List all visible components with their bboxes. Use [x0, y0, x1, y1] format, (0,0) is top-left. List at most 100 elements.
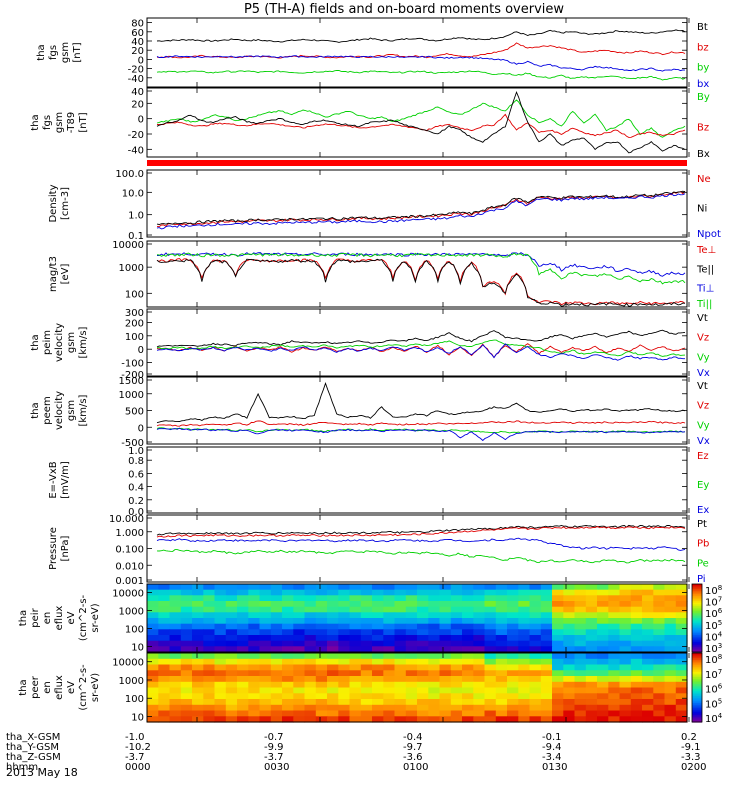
legend-label-Vy: Vy [697, 352, 710, 363]
ytick-label: 0.010 [115, 561, 144, 572]
heatmap-cell [540, 623, 553, 630]
ytick-label: 10000 [112, 658, 144, 669]
heatmap-cell [158, 710, 171, 717]
legend-label-Vy: Vy [697, 420, 710, 431]
heatmap-cell [417, 623, 429, 630]
ytick-label: 10 [131, 643, 144, 654]
heatmap-cell [293, 670, 306, 677]
colorbar-segment [692, 641, 702, 645]
heatmap-cell [518, 623, 531, 630]
panel-9: tha peir en eflux eV (cm^2-s-sr-eV)1081071061… [18, 583, 723, 655]
heatmap-cell [180, 710, 193, 717]
heatmap-cell [405, 687, 418, 694]
heatmap-cell [563, 681, 576, 689]
heatmap-cell [484, 618, 497, 625]
ytick-label: 1000 [119, 607, 144, 618]
heatmap-cell [642, 589, 654, 596]
heatmap-cell [304, 618, 317, 625]
heatmap-cell [450, 623, 463, 630]
heatmap-cell [147, 629, 159, 636]
heatmap-cell [653, 681, 666, 689]
heatmap-cell [372, 716, 384, 723]
heatmap-cell [304, 693, 317, 700]
ylabel-line: peer [30, 675, 41, 699]
colorbar-segment [692, 684, 702, 687]
heatmap-cell [495, 629, 508, 636]
heatmap-cell [237, 595, 249, 602]
heatmap-cell [552, 653, 564, 660]
heatmap-cell [428, 704, 441, 712]
heatmap-cell [473, 640, 486, 647]
heatmap-cell [180, 716, 193, 723]
heatmap-cell [417, 716, 429, 723]
heatmap-cell [327, 710, 339, 717]
heatmap-cell [630, 710, 643, 717]
heatmap-cell [664, 629, 677, 636]
heatmap-cell [349, 589, 362, 596]
heatmap-cell [417, 670, 429, 677]
heatmap-cell [259, 710, 272, 717]
panel-8: Pressure [nPa] 10.000 1.000 0.100 0.010 0.001 P… [48, 514, 709, 587]
legend-label-by: by [697, 63, 709, 74]
colorbar-tick-exponent: 8 [718, 653, 722, 661]
heatmap-cell [495, 635, 508, 642]
panel-frame [146, 169, 688, 238]
heatmap-cell [394, 601, 407, 608]
series-line-Ti|| [156, 252, 686, 285]
series-line-Vz [156, 420, 686, 427]
heatmap-cell [507, 640, 519, 647]
ylabel-line: [km/s] [78, 326, 89, 358]
colorbar-segment [692, 602, 702, 605]
heatmap-cell [507, 704, 519, 712]
heatmap-cell [462, 595, 474, 602]
colorbar-segment [692, 682, 702, 685]
heatmap-cell [608, 618, 621, 625]
ylabel-line: tha [18, 679, 29, 695]
heatmap-cell [450, 687, 463, 694]
heatmap-cell [304, 716, 317, 723]
heatmap-cell [169, 646, 182, 653]
heatmap-cell [653, 646, 666, 653]
heatmap-cell [484, 623, 497, 630]
heatmap-cell [293, 623, 306, 630]
heatmap-cell [315, 623, 328, 630]
heatmap-cell [147, 640, 159, 647]
colorbar-segment [692, 595, 702, 599]
ytick-label: 0.4 [128, 483, 144, 494]
heatmap-cell [405, 601, 418, 608]
heatmap-cell [349, 618, 362, 625]
heatmap-cell [563, 635, 576, 642]
heatmap-cell [293, 595, 306, 602]
heatmap-cell [439, 589, 452, 596]
heatmap-cell [597, 699, 609, 706]
heatmap-cell [158, 589, 171, 596]
heatmap-cell [147, 595, 159, 602]
ytick-label: 1500 [119, 376, 144, 387]
ylabel-line: fgs [42, 115, 53, 130]
heatmap-cell [518, 670, 531, 677]
legend-label-Ti⊥: Ti⊥ [696, 284, 714, 295]
heatmap-cell [394, 681, 407, 689]
colorbar-segment [692, 677, 702, 680]
colorbar-segment [692, 628, 702, 631]
heatmap-cell [394, 618, 407, 625]
heatmap-cell [574, 584, 587, 591]
ephemeris-label: hhmm [6, 762, 38, 773]
heatmap-cell [608, 612, 621, 619]
heatmap-cell [630, 635, 643, 642]
colorbar-segment [692, 706, 702, 709]
ylabel-line: peim [42, 330, 53, 355]
heatmap-cell [327, 716, 339, 723]
heatmap-cell [237, 699, 249, 706]
heatmap-cell [237, 664, 249, 671]
heatmap-cell [417, 693, 429, 700]
heatmap-cell [518, 601, 531, 608]
heatmap-cell [540, 640, 553, 647]
heatmap-cell [574, 681, 587, 689]
heatmap-cell [484, 589, 497, 596]
colorbar-segment [692, 709, 702, 713]
heatmap-cell [192, 635, 204, 642]
heatmap-cell [518, 584, 531, 591]
heatmap-cell [147, 584, 159, 591]
